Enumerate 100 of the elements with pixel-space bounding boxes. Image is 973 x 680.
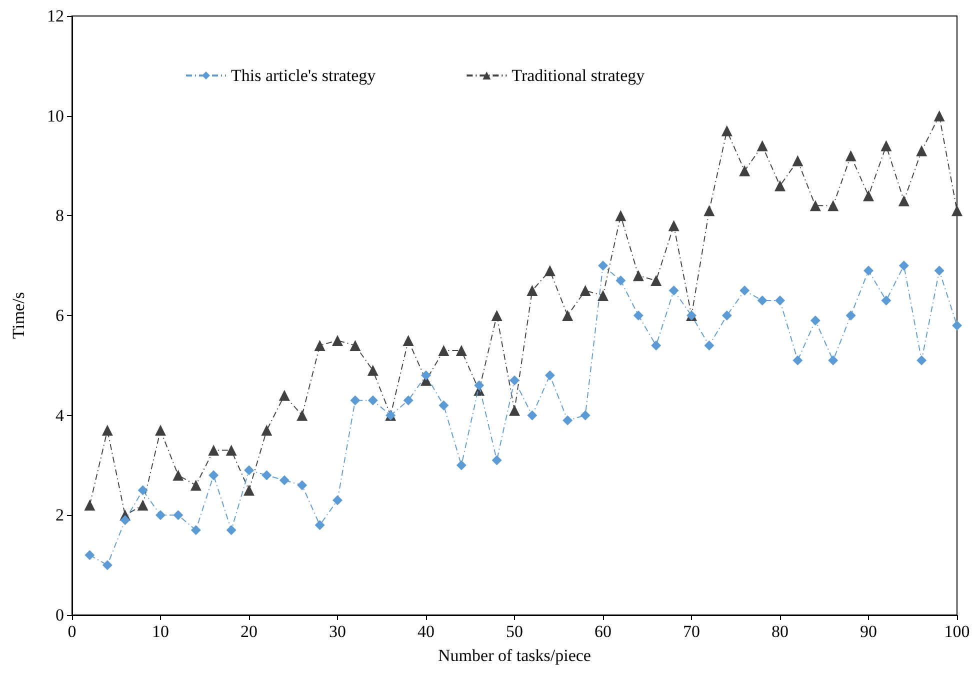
x-tick-label: 40	[418, 622, 434, 641]
point	[421, 370, 431, 380]
point	[952, 205, 962, 216]
point	[402, 334, 414, 346]
point	[880, 140, 892, 152]
point	[190, 480, 202, 491]
x-tick-label: 0	[68, 622, 76, 641]
point	[632, 270, 644, 282]
point	[562, 310, 574, 321]
point	[173, 510, 184, 520]
point	[208, 444, 220, 456]
point	[244, 484, 254, 496]
point	[774, 180, 786, 192]
point	[650, 275, 662, 286]
point	[456, 344, 467, 356]
point	[916, 145, 928, 156]
point	[616, 276, 626, 286]
point	[526, 285, 538, 296]
point	[438, 344, 450, 356]
point	[368, 395, 378, 406]
point	[721, 125, 732, 136]
point	[651, 340, 662, 350]
point	[138, 485, 148, 496]
point	[226, 444, 237, 456]
y-axis-title: Time/s	[9, 292, 28, 339]
point	[580, 410, 590, 420]
point	[155, 424, 166, 436]
point	[828, 355, 838, 366]
y-tick-label: 2	[56, 506, 64, 525]
point	[722, 310, 732, 320]
x-tick-label: 60	[594, 622, 612, 641]
point	[828, 200, 839, 212]
point	[863, 190, 874, 202]
x-tick-label: 90	[860, 622, 877, 641]
point	[562, 415, 573, 426]
x-tick-label: 30	[329, 622, 346, 641]
point	[314, 520, 325, 530]
point	[898, 195, 910, 206]
y-tick-label: 12	[47, 6, 64, 26]
y-tick-label: 6	[56, 306, 64, 325]
legend-label: Traditional strategy	[512, 66, 646, 85]
point	[278, 390, 290, 401]
point	[792, 355, 803, 366]
point	[332, 334, 343, 346]
point	[792, 155, 804, 166]
point	[881, 296, 892, 306]
point	[810, 315, 820, 326]
point	[156, 510, 166, 520]
point	[350, 395, 360, 406]
point	[226, 525, 236, 536]
point	[314, 340, 326, 351]
point	[598, 260, 608, 271]
point	[810, 200, 821, 212]
point	[615, 210, 626, 222]
point	[244, 465, 254, 476]
point	[757, 296, 768, 306]
x-tick-label: 100	[944, 622, 970, 641]
point	[864, 266, 874, 276]
point	[916, 355, 927, 366]
point	[279, 475, 290, 486]
point	[739, 165, 750, 176]
point	[509, 404, 520, 416]
point	[668, 286, 679, 296]
point	[367, 364, 378, 376]
point	[510, 375, 520, 386]
point	[598, 290, 608, 302]
x-tick-label: 50	[506, 622, 523, 641]
point	[332, 495, 342, 506]
point	[102, 424, 113, 436]
point	[756, 140, 768, 152]
y-tick-label: 0	[56, 606, 64, 624]
point	[474, 380, 484, 390]
point	[580, 285, 591, 296]
point	[934, 110, 945, 122]
x-tick-label: 20	[240, 622, 258, 641]
point	[740, 286, 750, 296]
point	[492, 455, 502, 466]
point	[845, 150, 856, 162]
point	[261, 424, 272, 436]
point	[668, 220, 680, 232]
point	[296, 410, 308, 421]
point	[527, 410, 538, 420]
point	[438, 400, 449, 410]
point	[208, 470, 219, 480]
point	[190, 525, 201, 536]
point	[262, 470, 272, 480]
point	[137, 500, 148, 511]
point	[704, 205, 715, 216]
point	[84, 550, 95, 560]
point	[350, 340, 361, 351]
x-axis-title: Number of tasks/piece	[438, 646, 591, 665]
point	[952, 320, 962, 330]
point	[544, 370, 555, 380]
point	[544, 265, 556, 276]
point	[403, 395, 414, 406]
point	[120, 515, 130, 526]
point	[172, 470, 184, 481]
point	[898, 260, 909, 271]
x-tick-label: 80	[772, 622, 788, 641]
y-tick-label: 8	[56, 206, 64, 226]
